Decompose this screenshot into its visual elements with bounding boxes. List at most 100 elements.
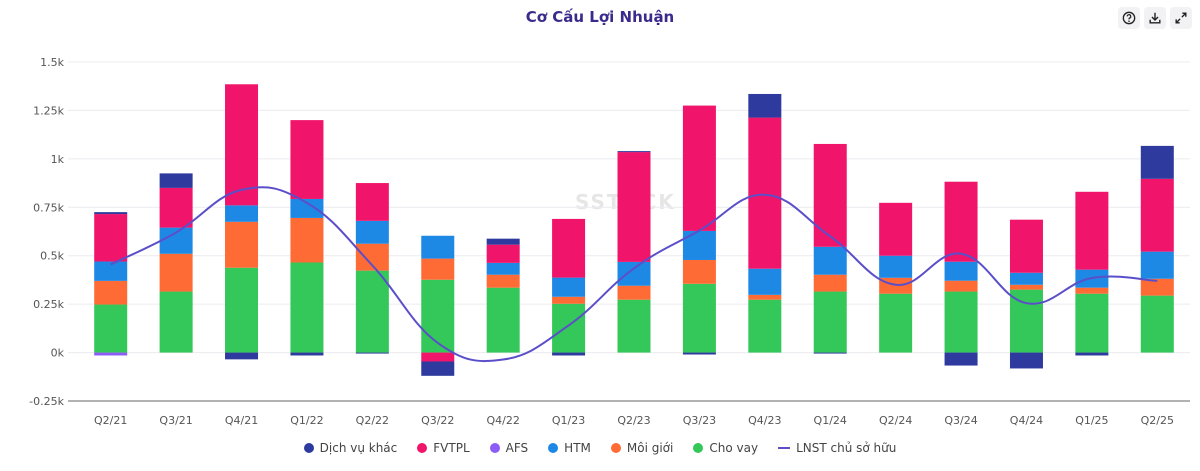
legend-item[interactable]: HTM: [548, 441, 591, 455]
bar-segment-cho-vay[interactable]: [1009, 289, 1043, 353]
bar-segment-dịch-vụ-khác[interactable]: [748, 93, 782, 118]
legend-item[interactable]: LNST chủ sở hữu: [778, 441, 896, 455]
line-lnst[interactable]: [110, 186, 1158, 363]
bar-segment-fvtpl[interactable]: [421, 352, 455, 362]
bar-segment-fvtpl[interactable]: [813, 143, 847, 247]
bar-segment-cho-vay[interactable]: [944, 291, 978, 353]
bar-segment-fvtpl[interactable]: [290, 120, 324, 199]
bar-segment-cho-vay[interactable]: [879, 293, 913, 353]
bar-segment-htm[interactable]: [1140, 251, 1174, 279]
bar-segment-htm[interactable]: [813, 246, 847, 275]
bar-segment-htm[interactable]: [682, 230, 716, 260]
help-button[interactable]: [1118, 7, 1140, 29]
bar-segment-cho-vay[interactable]: [682, 283, 716, 353]
bar-segment-htm[interactable]: [355, 220, 389, 244]
legend-item[interactable]: Dịch vụ khác: [303, 441, 397, 455]
bar-segment-dịch-vụ-khác[interactable]: [617, 151, 651, 153]
bar-segment-môi-giới[interactable]: [290, 217, 324, 263]
help-circle-icon: [1122, 11, 1136, 25]
bar-segment-dịch-vụ-khác[interactable]: [1140, 145, 1174, 179]
bar-segment-dịch-vụ-khác[interactable]: [1075, 352, 1109, 356]
bar-segment-fvtpl[interactable]: [1140, 178, 1174, 252]
bar-segment-môi-giới[interactable]: [1009, 284, 1043, 290]
bar-segment-cho-vay[interactable]: [421, 279, 455, 353]
bar-segment-fvtpl[interactable]: [617, 152, 651, 262]
bar-segment-dịch-vụ-khác[interactable]: [813, 352, 847, 354]
bar-segment-môi-giới[interactable]: [94, 280, 128, 305]
bar-segment-fvtpl[interactable]: [748, 117, 782, 269]
bar-segment-môi-giới[interactable]: [159, 253, 193, 292]
x-tick-label: Q4/23: [748, 414, 781, 427]
bar-segment-cho-vay[interactable]: [486, 287, 520, 353]
bar-segment-dịch-vụ-khác[interactable]: [355, 352, 389, 354]
bar-segment-fvtpl[interactable]: [1075, 191, 1109, 270]
bar-segment-cho-vay[interactable]: [1140, 295, 1174, 353]
legend-dot-icon: [610, 443, 621, 453]
download-button[interactable]: [1144, 7, 1166, 29]
bar-segment-dịch-vụ-khác[interactable]: [290, 352, 324, 356]
bar-segment-dịch-vụ-khác[interactable]: [682, 352, 716, 355]
legend-label: Cho vay: [709, 441, 759, 455]
bar-segment-fvtpl[interactable]: [1009, 219, 1043, 273]
bar-segment-htm[interactable]: [421, 235, 455, 259]
bar-segment-fvtpl[interactable]: [94, 214, 128, 262]
bar-segment-dịch-vụ-khác[interactable]: [421, 361, 455, 376]
bar-segment-fvtpl[interactable]: [225, 84, 259, 206]
bar-segment-dịch-vụ-khác[interactable]: [159, 173, 193, 188]
bar-segment-cho-vay[interactable]: [94, 304, 128, 353]
bar-segment-fvtpl[interactable]: [682, 105, 716, 231]
bar-segment-môi-giới[interactable]: [748, 294, 782, 300]
bar-segment-cho-vay[interactable]: [225, 267, 259, 353]
bar-segment-cho-vay[interactable]: [552, 303, 586, 353]
bar-segment-dịch-vụ-khác[interactable]: [552, 352, 586, 356]
bar-segment-cho-vay[interactable]: [355, 270, 389, 353]
bar-segment-dịch-vụ-khác[interactable]: [225, 352, 259, 360]
bar-segment-môi-giới[interactable]: [486, 274, 520, 288]
bar-segment-cho-vay[interactable]: [290, 262, 324, 353]
bar-segment-môi-giới[interactable]: [225, 221, 259, 268]
bar-segment-cho-vay[interactable]: [1075, 293, 1109, 353]
bar-segment-fvtpl[interactable]: [486, 244, 520, 263]
bar-segment-môi-giới[interactable]: [682, 259, 716, 284]
bar-segment-htm[interactable]: [944, 261, 978, 281]
bar-segment-dịch-vụ-khác[interactable]: [486, 238, 520, 245]
bar-segment-htm[interactable]: [94, 261, 128, 281]
bar-segment-môi-giới[interactable]: [617, 285, 651, 300]
bar-segment-dịch-vụ-khác[interactable]: [1009, 352, 1043, 369]
bar-segment-htm[interactable]: [290, 198, 324, 218]
bar-segment-môi-giới[interactable]: [552, 296, 586, 304]
legend-dot-icon: [303, 443, 314, 453]
bar-segment-cho-vay[interactable]: [813, 291, 847, 353]
bar-segment-fvtpl[interactable]: [879, 202, 913, 256]
bar-segment-htm[interactable]: [552, 277, 586, 297]
bar-segment-fvtpl[interactable]: [355, 183, 389, 221]
bar-segment-dịch-vụ-khác[interactable]: [94, 212, 128, 215]
bar-segment-môi-giới[interactable]: [421, 258, 455, 280]
bar-segment-fvtpl[interactable]: [944, 181, 978, 262]
bar-segment-cho-vay[interactable]: [159, 291, 193, 353]
legend-item[interactable]: Môi giới: [610, 441, 673, 455]
bar-segment-dịch-vụ-khác[interactable]: [944, 352, 978, 366]
bar-segment-htm[interactable]: [748, 268, 782, 295]
bar-segment-fvtpl[interactable]: [159, 187, 193, 228]
bar-segment-cho-vay[interactable]: [617, 299, 651, 353]
expand-button[interactable]: [1170, 7, 1192, 29]
bar-segment-cho-vay[interactable]: [748, 299, 782, 353]
x-tick-label: Q3/23: [683, 414, 716, 427]
legend-item[interactable]: Cho vay: [693, 441, 758, 455]
bar-segment-htm[interactable]: [1009, 272, 1043, 285]
legend-item[interactable]: FVTPL: [417, 441, 470, 455]
legend-item[interactable]: AFS: [489, 441, 528, 455]
bar-segment-htm[interactable]: [486, 262, 520, 275]
x-tick-label: Q3/22: [421, 414, 454, 427]
legend-label: HTM: [564, 441, 591, 455]
bar-segment-htm[interactable]: [225, 205, 259, 222]
bar-segment-môi-giới[interactable]: [1140, 278, 1174, 296]
bar-segment-htm[interactable]: [879, 255, 913, 278]
bar-segment-môi-giới[interactable]: [944, 280, 978, 292]
bar-segment-môi-giới[interactable]: [813, 274, 847, 292]
bar-segment-fvtpl[interactable]: [552, 218, 586, 278]
bar-segment-afs[interactable]: [94, 352, 128, 356]
bar-segment-môi-giới[interactable]: [1075, 287, 1109, 294]
bar-segment-htm[interactable]: [617, 261, 651, 286]
